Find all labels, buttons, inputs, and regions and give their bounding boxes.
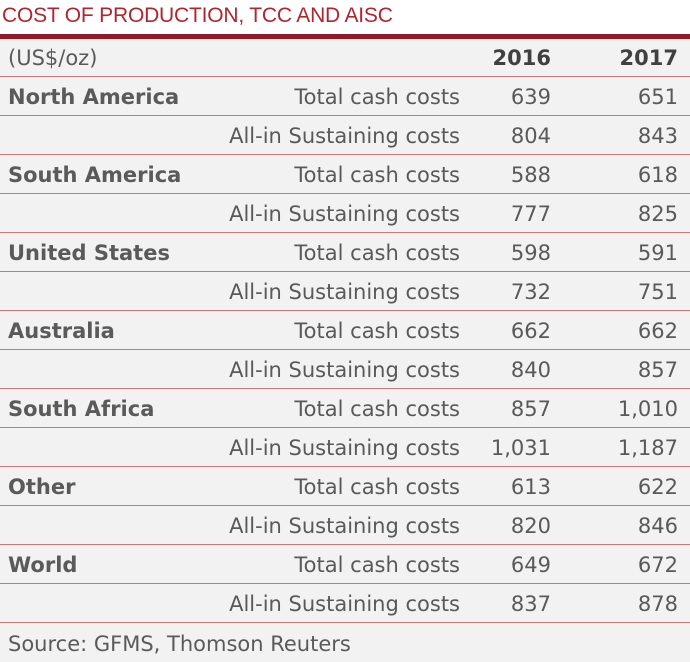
value-2017: 662: [637, 319, 678, 343]
value-2017: 1,010: [617, 397, 678, 421]
table-row: All-in Sustaining costs 820 846: [0, 507, 690, 545]
table-header-row: (US$/oz) 2016 2017: [0, 39, 690, 77]
region-label: South Africa: [8, 397, 155, 421]
table-row: South Africa Total cash costs 857 1,010: [0, 390, 690, 428]
region-label: United States: [8, 241, 170, 265]
table-row: Other Total cash costs 613 622: [0, 468, 690, 506]
value-2016: 820: [510, 514, 551, 538]
unit-label: (US$/oz): [8, 46, 98, 70]
value-2016: 598: [510, 241, 551, 265]
value-2017: 857: [637, 358, 678, 382]
title-divider: [0, 34, 690, 39]
value-2017: 1,187: [617, 436, 678, 460]
region-label: Australia: [8, 319, 115, 343]
value-2016: 732: [510, 280, 551, 304]
value-2017: 878: [637, 592, 678, 616]
table-row: All-in Sustaining costs 837 878: [0, 585, 690, 623]
table-row: South America Total cash costs 588 618: [0, 156, 690, 194]
region-label: Other: [8, 475, 76, 499]
value-2016: 649: [510, 553, 551, 577]
value-2017: 591: [637, 241, 678, 265]
table-row: All-in Sustaining costs 804 843: [0, 117, 690, 155]
metric-label: Total cash costs: [294, 85, 460, 109]
table-row: Australia Total cash costs 662 662: [0, 312, 690, 350]
value-2017: 622: [637, 475, 678, 499]
value-2016: 639: [510, 85, 551, 109]
table-row: United States Total cash costs 598 591: [0, 234, 690, 272]
value-2017: 843: [637, 124, 678, 148]
value-2016: 662: [510, 319, 551, 343]
value-2016: 1,031: [490, 436, 551, 460]
table-row: All-in Sustaining costs 1,031 1,187: [0, 429, 690, 467]
table-row: World Total cash costs 649 672: [0, 546, 690, 584]
cost-table: (US$/oz) 2016 2017 North America Total c…: [0, 39, 690, 662]
metric-label: All-in Sustaining costs: [229, 124, 460, 148]
metric-label: Total cash costs: [294, 397, 460, 421]
value-2017: 751: [637, 280, 678, 304]
value-2017: 846: [637, 514, 678, 538]
value-2016: 837: [510, 592, 551, 616]
table-row: North America Total cash costs 639 651: [0, 78, 690, 116]
column-header-2016: 2016: [492, 46, 551, 70]
metric-label: All-in Sustaining costs: [229, 514, 460, 538]
metric-label: All-in Sustaining costs: [229, 436, 460, 460]
metric-label: Total cash costs: [294, 241, 460, 265]
region-label: South America: [8, 163, 182, 187]
metric-label: All-in Sustaining costs: [229, 280, 460, 304]
source-note: Source: GFMS, Thomson Reuters: [8, 632, 351, 656]
metric-label: All-in Sustaining costs: [229, 358, 460, 382]
value-2016: 613: [510, 475, 551, 499]
metric-label: Total cash costs: [294, 163, 460, 187]
table-row: All-in Sustaining costs 777 825: [0, 195, 690, 233]
value-2017: 672: [637, 553, 678, 577]
metric-label: All-in Sustaining costs: [229, 592, 460, 616]
value-2017: 825: [637, 202, 678, 226]
value-2017: 651: [637, 85, 678, 109]
value-2016: 857: [510, 397, 551, 421]
metric-label: Total cash costs: [294, 553, 460, 577]
value-2016: 588: [510, 163, 551, 187]
metric-label: Total cash costs: [294, 319, 460, 343]
table-row: All-in Sustaining costs 840 857: [0, 351, 690, 389]
metric-label: Total cash costs: [294, 475, 460, 499]
region-label: World: [8, 553, 78, 577]
value-2016: 777: [510, 202, 551, 226]
table-row: All-in Sustaining costs 732 751: [0, 273, 690, 311]
metric-label: All-in Sustaining costs: [229, 202, 460, 226]
value-2016: 804: [510, 124, 551, 148]
table-title: COST OF PRODUCTION, TCC AND AISC: [2, 4, 393, 27]
value-2017: 618: [637, 163, 678, 187]
region-label: North America: [8, 85, 180, 109]
value-2016: 840: [510, 358, 551, 382]
column-header-2017: 2017: [619, 46, 678, 70]
